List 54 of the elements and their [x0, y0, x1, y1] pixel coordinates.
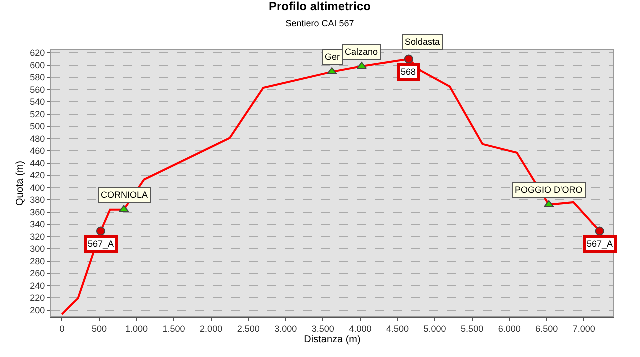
point — [595, 226, 604, 236]
x-tick-label: 1.000 — [125, 324, 148, 334]
point — [544, 200, 554, 208]
y-tick-label: 620 — [30, 48, 46, 58]
y-tick-label: 480 — [30, 134, 46, 144]
x-tick-label: 3.000 — [274, 324, 298, 334]
annotation: 567_A — [587, 239, 614, 249]
y-tick-label: 580 — [30, 72, 46, 83]
x-tick-label: 3.500 — [312, 324, 334, 334]
y-tick-label: 420 — [30, 170, 46, 181]
chart-subtitle: Sentiero CAI 567 — [286, 18, 354, 28]
point — [404, 54, 414, 64]
x-tick-label: 500 — [92, 324, 107, 334]
y-tick-label: 460 — [30, 146, 46, 156]
y-tick-label: 240 — [30, 280, 46, 291]
annotation: Calzano — [345, 47, 378, 57]
y-axis-title: Quota (m) — [15, 160, 26, 206]
x-tick-label: 4.500 — [386, 324, 410, 334]
y-tick-label: 280 — [30, 256, 46, 266]
point — [327, 68, 338, 75]
x-tick-label: 5.500 — [461, 324, 484, 334]
y-tick-label: 360 — [30, 207, 46, 218]
point — [96, 226, 106, 236]
y-tick-label: 200 — [30, 305, 46, 316]
y-tick-label: 260 — [30, 268, 46, 279]
y-tick-label: 560 — [30, 84, 46, 95]
chart-title: Profilo altimetrico — [268, 0, 372, 14]
y-tick-label: 520 — [30, 109, 46, 120]
annotation: 567_A — [88, 239, 114, 249]
x-tick-label: 0 — [60, 324, 65, 334]
x-tick-label: 7.000 — [572, 324, 596, 334]
y-tick-label: 540 — [30, 97, 46, 108]
y-tick-label: 380 — [30, 195, 46, 206]
x-tick-label: 2.000 — [200, 324, 223, 334]
annotation: Soldasta — [405, 37, 440, 47]
y-tick-label: 320 — [30, 232, 46, 242]
y-tick-label: 440 — [30, 158, 46, 168]
x-tick-label: 6.500 — [536, 324, 558, 334]
annotation: POGGIO D'ORO — [515, 185, 583, 195]
annotation: CORNIOLA — [101, 190, 148, 200]
y-tick-label: 340 — [30, 220, 46, 230]
x-axis-title: Distanza (m) — [304, 334, 361, 346]
y-tick-label: 500 — [30, 122, 46, 132]
y-tick-label: 600 — [30, 60, 46, 70]
x-tick-label: 2.500 — [237, 324, 260, 334]
annotation: Ger — [325, 52, 340, 62]
x-tick-label: 6.000 — [498, 324, 521, 334]
x-tick-label: 5.000 — [424, 324, 446, 334]
x-tick-label: 4.000 — [349, 324, 372, 334]
y-tick-label: 220 — [30, 293, 46, 304]
annotation: 568 — [401, 67, 416, 77]
y-tick-label: 300 — [30, 244, 46, 254]
x-tick-label: 1.500 — [162, 324, 186, 334]
y-tick-label: 400 — [30, 182, 46, 193]
